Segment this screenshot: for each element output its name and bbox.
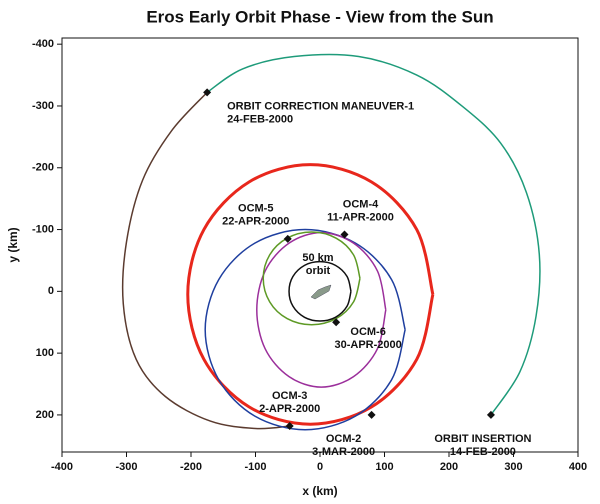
event-name: OCM-6: [350, 326, 385, 338]
x-axis-label: x (km): [302, 484, 337, 498]
x-tick-label: 200: [440, 461, 458, 473]
x-tick-label: 100: [375, 461, 393, 473]
event-marker: [285, 422, 294, 431]
trajectory: [206, 53, 541, 416]
event-name: OCM-4: [343, 198, 379, 210]
x-tick-label: 0: [317, 461, 323, 473]
annotation: 50 km: [302, 252, 333, 264]
trajectory: [288, 260, 352, 322]
y-tick-label: -200: [32, 162, 54, 174]
event-name: ORBIT CORRECTION MANEUVER-1: [227, 100, 414, 112]
event-name: OCM-3: [272, 390, 307, 402]
y-tick-label: 200: [36, 409, 54, 421]
event-name: OCM-2: [326, 433, 361, 445]
y-tick-label: -100: [32, 223, 54, 235]
x-tick-label: -300: [115, 461, 137, 473]
eros-shape: [310, 284, 332, 300]
event-marker: [332, 318, 341, 327]
y-tick-label: -300: [32, 100, 54, 112]
event-marker: [283, 234, 292, 243]
event-date: 3-MAR-2000: [312, 446, 375, 458]
trajectory: [186, 163, 435, 426]
annotation: orbit: [306, 265, 331, 277]
y-tick-label: 0: [48, 285, 54, 297]
x-tick-label: 400: [569, 461, 587, 473]
x-tick-label: 300: [504, 461, 522, 473]
trajectory: [121, 91, 290, 430]
x-tick-label: -200: [180, 461, 202, 473]
y-tick-label: 100: [36, 347, 54, 359]
event-marker: [203, 88, 212, 97]
x-tick-label: -100: [244, 461, 266, 473]
y-axis-label: y (km): [6, 227, 20, 262]
event-marker: [340, 230, 349, 239]
trajectory: [256, 231, 387, 388]
chart-title: Eros Early Orbit Phase - View from the S…: [146, 7, 493, 26]
event-date: 22-APR-2000: [222, 216, 289, 228]
event-marker: [486, 410, 495, 419]
x-tick-label: -400: [51, 461, 73, 473]
event-name: ORBIT INSERTION: [434, 433, 531, 445]
event-date: 30-APR-2000: [334, 339, 401, 351]
event-date: 2-APR-2000: [259, 403, 320, 415]
trajectory: [204, 228, 406, 431]
event-date: 14-FEB-2000: [450, 446, 516, 458]
y-tick-label: -400: [32, 38, 54, 50]
event-date: 11-APR-2000: [327, 211, 394, 223]
event-date: 24-FEB-2000: [227, 113, 293, 125]
event-name: OCM-5: [238, 203, 273, 215]
eros: [310, 284, 332, 300]
event-marker: [367, 410, 376, 419]
trajectory: [262, 231, 361, 326]
